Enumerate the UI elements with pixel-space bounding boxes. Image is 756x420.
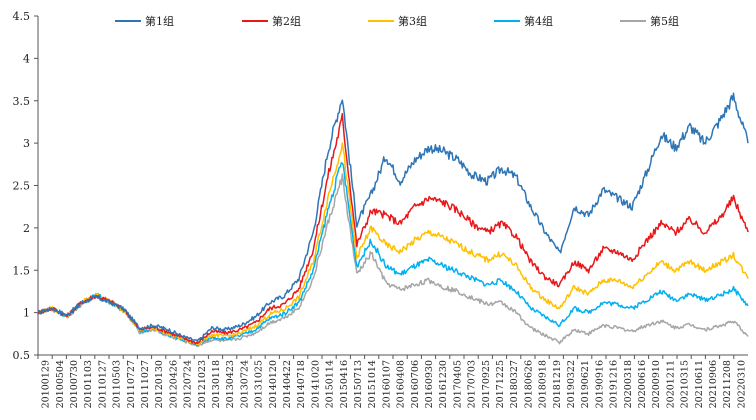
x-tick-label: 20150416 — [339, 360, 350, 408]
x-tick-label: 20181219 — [552, 360, 563, 408]
y-tick-label: 1.5 — [13, 264, 31, 277]
y-tick-label: 2.5 — [13, 180, 31, 193]
y-tick-label: 3 — [23, 137, 30, 150]
x-tick-label: 20120426 — [168, 360, 179, 408]
x-tick-label: 20150713 — [353, 360, 364, 408]
x-tick-label: 20150114 — [325, 360, 336, 408]
x-tick-label: 20200318 — [623, 360, 634, 408]
x-tick-label: 20140120 — [268, 360, 279, 408]
x-tick-label: 20200616 — [637, 360, 648, 408]
x-tick-label: 20140422 — [282, 360, 293, 408]
x-tick-label: 20180327 — [509, 360, 520, 408]
legend-label-1: 第1组 — [145, 14, 174, 28]
x-tick-label: 20160107 — [381, 360, 392, 408]
x-tick-label: 20180626 — [523, 360, 534, 408]
x-tick-label: 20110503 — [112, 360, 123, 408]
x-tick-label: 20141020 — [310, 360, 321, 408]
x-tick-label: 20210315 — [680, 360, 691, 408]
x-tick-label: 20110727 — [126, 360, 137, 408]
x-tick-label: 20220310 — [736, 360, 747, 408]
x-tick-label: 20191216 — [609, 360, 620, 408]
x-tick-label: 20130423 — [225, 360, 236, 408]
x-tick-label: 20160930 — [424, 360, 435, 408]
x-tick-label: 20130118 — [211, 360, 222, 408]
y-tick-label: 4 — [23, 52, 30, 65]
x-tick-label: 20200910 — [651, 360, 662, 408]
legend-label-5: 第5组 — [650, 14, 679, 28]
series-line-1 — [37, 92, 749, 343]
axes: 0.5 1 1.5 2 2.5 3 3.5 4 4.5 20100129 20100504 20100… — [13, 10, 748, 408]
x-tick-label: 20121023 — [197, 360, 208, 408]
series-layer — [37, 92, 749, 348]
x-tick-label: 20151014 — [367, 360, 378, 408]
x-tick-label: 20101103 — [83, 360, 94, 408]
series-line-5 — [37, 173, 749, 348]
x-tick-label: 20211208 — [722, 360, 733, 408]
x-tick-label: 20100730 — [69, 360, 80, 408]
x-tick-label: 20110127 — [97, 360, 108, 408]
y-tick-label: 3.5 — [13, 95, 31, 108]
x-tick-label: 20100129 — [41, 360, 52, 408]
x-tick-label: 20161230 — [438, 360, 449, 408]
x-tick-label: 20170405 — [452, 360, 463, 408]
x-tick-label: 20111027 — [140, 360, 151, 408]
x-tick-label: 20120724 — [183, 360, 194, 408]
series-line-2 — [37, 113, 749, 345]
x-tick-label: 20120130 — [154, 360, 165, 408]
y-tick-label: 0.5 — [13, 349, 31, 362]
x-tick-label: 20180918 — [538, 360, 549, 408]
x-tick-label: 20160408 — [396, 360, 407, 408]
x-tick-label: 20130724 — [239, 360, 250, 408]
legend: 第1组 第2组 第3组 第4组 第5组 — [115, 14, 679, 28]
x-tick-label: 20131025 — [254, 360, 265, 408]
series-line-4 — [37, 162, 749, 347]
x-tick-label: 20171225 — [495, 360, 506, 408]
y-tick-label: 1 — [23, 307, 30, 320]
x-tick-label: 20201211 — [665, 360, 676, 408]
x-tick-label: 20100504 — [55, 360, 66, 408]
x-tick-label: 20190916 — [594, 360, 605, 408]
y-tick-label: 2 — [23, 222, 30, 235]
legend-label-2: 第2组 — [272, 14, 301, 28]
x-tick-label: 20210906 — [708, 360, 719, 408]
x-tick-label: 20160706 — [410, 360, 421, 408]
series-line-3 — [37, 142, 749, 346]
x-tick-label: 20190322 — [566, 360, 577, 408]
x-tick-label: 20190621 — [580, 360, 591, 408]
legend-label-3: 第3组 — [398, 14, 427, 28]
y-tick-label: 4.5 — [13, 10, 31, 23]
legend-label-4: 第4组 — [524, 14, 553, 28]
x-tick-label: 20170925 — [481, 360, 492, 408]
x-tick-label: 20140718 — [296, 360, 307, 408]
x-tick-label: 20170703 — [467, 360, 478, 408]
x-tick-label: 20210611 — [694, 360, 705, 408]
